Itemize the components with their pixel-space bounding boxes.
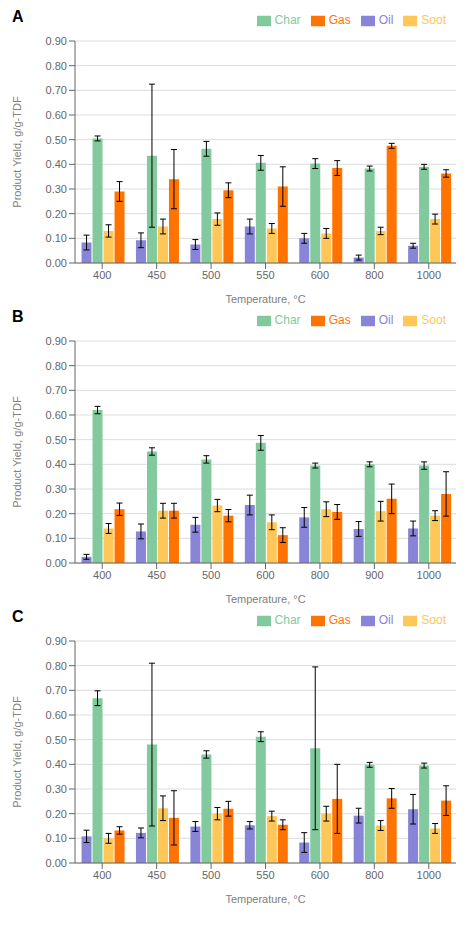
svg-text:0.00: 0.00 [46, 257, 67, 269]
svg-text:0.30: 0.30 [46, 183, 67, 195]
svg-text:1000: 1000 [417, 569, 441, 581]
svg-text:Temperature, °C: Temperature, °C [225, 293, 305, 305]
svg-text:0.10: 0.10 [46, 232, 67, 244]
svg-text:0.40: 0.40 [46, 158, 67, 170]
svg-text:0.60: 0.60 [46, 409, 67, 421]
svg-text:0.90: 0.90 [46, 635, 67, 647]
svg-text:1000: 1000 [417, 269, 441, 281]
svg-text:0.90: 0.90 [46, 35, 67, 47]
html-text:Char: Char [274, 613, 301, 627]
html-text:B: B [12, 308, 24, 325]
html-text:Char: Char [274, 313, 301, 327]
svg-text:0.60: 0.60 [46, 709, 67, 721]
svg-text:0.40: 0.40 [46, 758, 67, 770]
svg-text:0.80: 0.80 [46, 60, 67, 72]
html-text:Soot: Soot [421, 613, 446, 627]
svg-text:800: 800 [311, 569, 329, 581]
html-text:Soot: Soot [421, 313, 446, 327]
svg-text:0.30: 0.30 [46, 783, 67, 795]
svg-text:900: 900 [365, 569, 383, 581]
svg-text:0.70: 0.70 [46, 84, 67, 96]
svg-text:Product Yield, g/g-TDF: Product Yield, g/g-TDF [11, 96, 23, 208]
svg-text:Temperature, °C: Temperature, °C [225, 893, 305, 905]
svg-text:400: 400 [93, 569, 111, 581]
svg-text:600: 600 [311, 269, 329, 281]
html-text:Oil: Oil [378, 313, 394, 327]
html-text:Soot: Soot [421, 13, 446, 27]
svg-text:0.20: 0.20 [46, 508, 67, 520]
svg-text:0.00: 0.00 [46, 557, 67, 569]
svg-text:1000: 1000 [417, 869, 441, 881]
html-text:Oil: Oil [378, 613, 394, 627]
svg-text:0.40: 0.40 [46, 458, 67, 470]
svg-text:0.50: 0.50 [46, 734, 67, 746]
svg-text:Temperature, °C: Temperature, °C [225, 593, 305, 605]
svg-text:500: 500 [202, 869, 220, 881]
svg-text:450: 450 [147, 269, 165, 281]
svg-text:0.60: 0.60 [46, 109, 67, 121]
svg-text:0.50: 0.50 [46, 134, 67, 146]
svg-text:0.80: 0.80 [46, 360, 67, 372]
html-text:Gas: Gas [328, 313, 351, 327]
svg-text:0.90: 0.90 [46, 335, 67, 347]
html-text:Gas: Gas [328, 13, 351, 27]
svg-text:500: 500 [202, 269, 220, 281]
svg-text:600: 600 [256, 569, 274, 581]
svg-text:0.80: 0.80 [46, 660, 67, 672]
svg-text:450: 450 [147, 569, 165, 581]
html-text:C: C [12, 608, 24, 625]
html-text:A: A [12, 8, 24, 25]
svg-text:550: 550 [256, 269, 274, 281]
svg-text:0.70: 0.70 [46, 684, 67, 696]
html-text:Char: Char [274, 13, 301, 27]
svg-text:0.10: 0.10 [46, 532, 67, 544]
svg-text:0.00: 0.00 [46, 857, 67, 869]
svg-text:400: 400 [93, 269, 111, 281]
svg-text:450: 450 [147, 869, 165, 881]
svg-text:Product Yield, g/g-TDF: Product Yield, g/g-TDF [11, 396, 23, 508]
svg-text:600: 600 [311, 869, 329, 881]
svg-text:0.10: 0.10 [46, 832, 67, 844]
svg-text:0.20: 0.20 [46, 808, 67, 820]
svg-text:400: 400 [93, 869, 111, 881]
svg-text:550: 550 [256, 869, 274, 881]
svg-text:Product Yield, g/g-TDF: Product Yield, g/g-TDF [11, 696, 23, 808]
svg-text:800: 800 [365, 869, 383, 881]
html-text:Oil: Oil [378, 13, 394, 27]
svg-text:0.20: 0.20 [46, 208, 67, 220]
svg-text:800: 800 [365, 269, 383, 281]
svg-text:0.70: 0.70 [46, 384, 67, 396]
svg-text:0.30: 0.30 [46, 483, 67, 495]
html-text:Gas: Gas [328, 613, 351, 627]
svg-text:0.50: 0.50 [46, 434, 67, 446]
svg-text:500: 500 [202, 569, 220, 581]
